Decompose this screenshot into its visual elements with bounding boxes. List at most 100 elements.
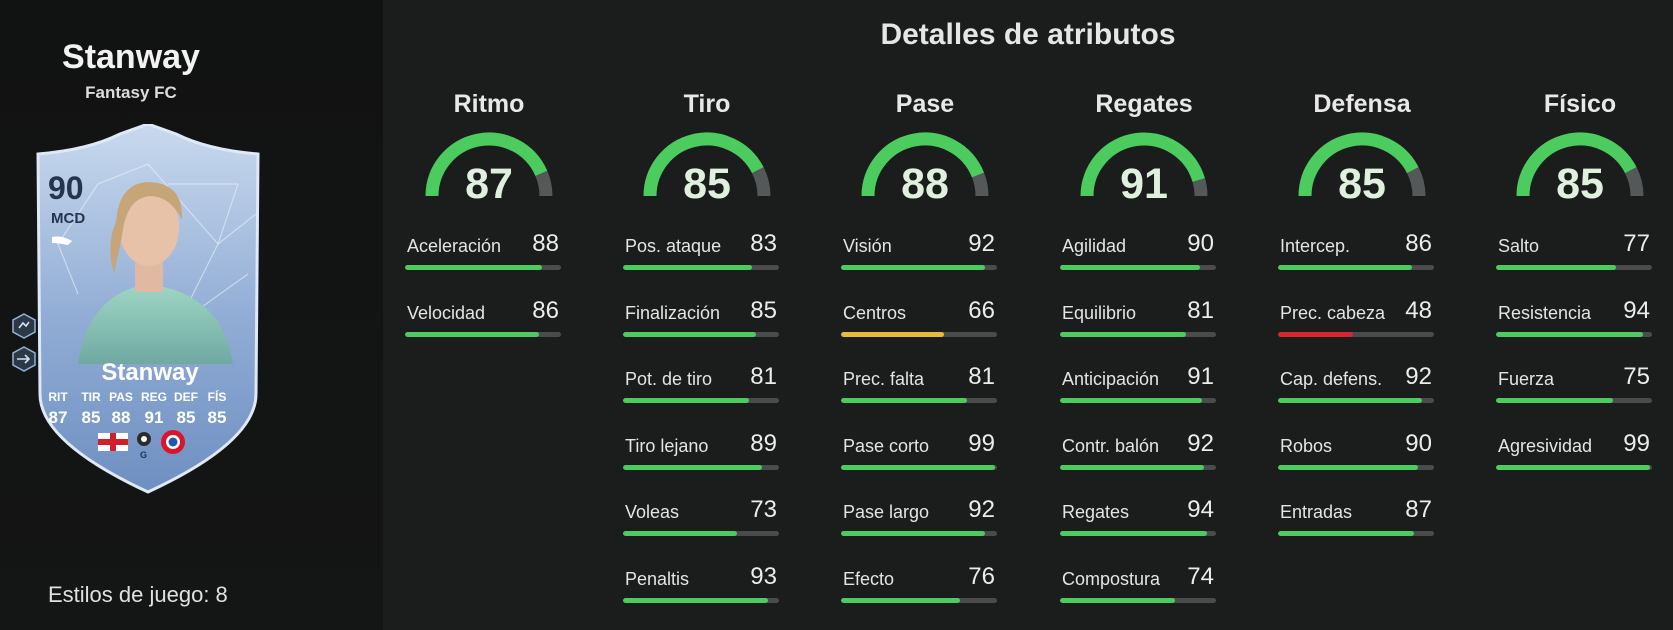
attribute-row: Fuerza 75 [1496, 363, 1652, 409]
attribute-row: Tiro lejano 89 [623, 430, 779, 476]
attribute-label: Aceleración [407, 236, 502, 256]
attribute-row: Prec. cabeza 48 [1278, 297, 1434, 343]
attribute-bar [1496, 331, 1652, 337]
attribute-bar-fill [623, 398, 750, 403]
card-stat-label: TIR [81, 390, 101, 404]
attribute-bar [841, 265, 997, 270]
card-stat-value: 85 [177, 408, 196, 427]
attribute-value: 91 [1187, 363, 1214, 390]
attribute-bar [841, 398, 997, 403]
category-gauge [1516, 132, 1644, 197]
attribute-value: 90 [1405, 429, 1432, 457]
attribute-bar-fill [623, 331, 756, 337]
attribute-bar [1060, 265, 1216, 270]
card-stat-values: 87 85 88 91 85 85 [49, 408, 227, 427]
attribute-bar [623, 464, 779, 470]
svg-text:G: G [140, 450, 147, 460]
attribute-row: Pase largo 92 [841, 496, 997, 542]
attribute-label: Intercep. [1280, 236, 1351, 256]
attribute-row: Pos. ataque 83 [623, 230, 779, 276]
card-stat-label: DEF [174, 390, 198, 404]
attribute-row: Regates 94 [1060, 496, 1216, 542]
attribute-bar-fill [1496, 398, 1613, 403]
attribute-bar-fill [1060, 531, 1207, 536]
attribute-label: Resistencia [1498, 302, 1592, 323]
england-flag-icon [98, 433, 128, 451]
attribute-value: 90 [1187, 230, 1214, 257]
gauge-track [535, 170, 553, 197]
attribute-label: Equilibrio [1062, 302, 1137, 323]
attribute-row: Prec. falta 81 [841, 363, 997, 409]
playstyles-count: Estilos de juego: 8 [48, 582, 228, 607]
attribute-bar [623, 331, 779, 337]
gauge-track [1192, 178, 1208, 197]
card-stat-label: PAS [109, 390, 133, 404]
attribute-row: Penaltis 93 [623, 563, 779, 609]
card-player-name: Stanway [101, 359, 199, 386]
attribute-bar-fill [1278, 464, 1419, 470]
attribute-bar [1496, 464, 1652, 470]
attribute-label: Compostura [1062, 568, 1161, 589]
attribute-label: Velocidad [407, 302, 486, 323]
attribute-bar-fill [1278, 531, 1414, 536]
attribute-bar [1060, 331, 1216, 337]
attribute-value: 81 [750, 363, 777, 390]
category-gauge [1080, 132, 1208, 197]
attribute-value: 92 [968, 230, 995, 257]
attribute-row: Contr. balón 92 [1060, 430, 1216, 476]
attribute-value: 89 [750, 429, 777, 457]
card-stat-value: 91 [145, 408, 164, 427]
card-stat-label: REG [141, 390, 167, 404]
card-stat-value: 88 [112, 408, 131, 427]
attribute-row: Agilidad 90 [1060, 230, 1216, 276]
attribute-bar-fill [623, 597, 769, 603]
attribute-value: 86 [532, 296, 559, 324]
card-stat-label: RIT [48, 390, 68, 404]
gauge-track [971, 172, 989, 197]
attribute-bar-fill [841, 597, 960, 603]
attribute-label: Regates [1062, 502, 1130, 522]
attribute-row: Velocidad 86 [405, 297, 561, 343]
attribute-label: Entradas [1280, 502, 1353, 522]
attribute-bar [841, 464, 997, 470]
playstyle-icon[interactable] [11, 313, 37, 339]
gauge-fill [861, 132, 985, 197]
category-gauge [643, 132, 771, 197]
attribute-value: 77 [1623, 230, 1650, 257]
attribute-bar-fill [841, 464, 996, 470]
attribute-bar-fill [1060, 398, 1202, 403]
attribute-bar-fill [841, 331, 944, 337]
attribute-value: 93 [750, 562, 777, 590]
gauge-track [1406, 167, 1426, 197]
category-title: Pase [895, 90, 955, 118]
attribute-bar-fill [1060, 331, 1187, 337]
category-gauge [425, 132, 553, 197]
attribute-value: 92 [968, 496, 995, 523]
attribute-bar [841, 531, 997, 536]
player-name: Stanway [62, 38, 200, 76]
attribute-value: 73 [750, 496, 777, 523]
attribute-bar [1060, 597, 1216, 603]
attribute-row: Pase corto 99 [841, 430, 997, 476]
attribute-bar-fill [1278, 265, 1413, 270]
player-card[interactable]: 90 MCD Stanway RIT TIR PAS REG DEF FÍS 8… [18, 124, 278, 498]
attribute-value: 92 [1405, 363, 1432, 390]
attribute-label: Robos [1280, 435, 1333, 456]
attribute-value: 88 [532, 230, 559, 257]
attribute-value: 85 [750, 296, 777, 324]
card-stat-label: FÍS [208, 389, 227, 404]
category-title: Ritmo [453, 90, 525, 118]
attribute-bar [841, 331, 997, 337]
attribute-bar-fill [623, 265, 753, 270]
playstyle-icon[interactable] [11, 346, 37, 372]
attribute-value: 94 [1623, 296, 1650, 324]
category-rating: 85 [1556, 160, 1604, 208]
attribute-bar [405, 265, 561, 270]
attribute-bar-fill [623, 464, 762, 470]
gauge-fill [643, 132, 764, 197]
attribute-bar-fill [841, 265, 985, 270]
attribute-row: Anticipación 91 [1060, 363, 1216, 409]
attribute-value: 74 [1187, 562, 1214, 590]
category-rating: 88 [901, 160, 949, 208]
attribute-bar [623, 531, 779, 536]
